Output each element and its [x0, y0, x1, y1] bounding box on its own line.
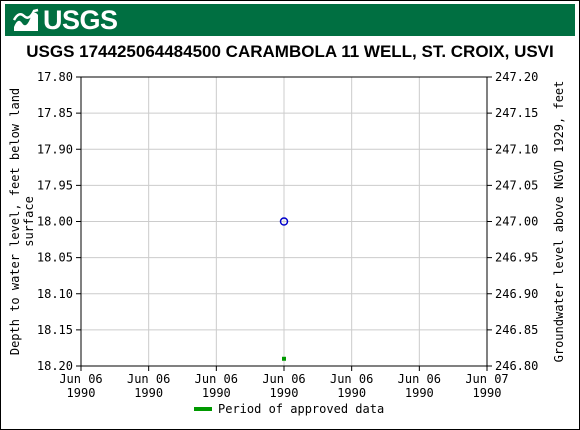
x-tick-label-year: 1990 [67, 386, 96, 400]
x-tick-label-date: Jun 06 [330, 372, 373, 386]
x-tick-label-year: 1990 [405, 386, 434, 400]
x-tick-label-date: Jun 06 [195, 372, 238, 386]
usgs-logo-text: USGS [43, 4, 118, 35]
x-tick-label-date: Jun 07 [465, 372, 508, 386]
y-right-tick-label: 246.95 [495, 251, 538, 265]
y-left-axis-label-line: surface [22, 196, 36, 247]
y-left-axis-label-line: Depth to water level, feet below land [8, 88, 22, 355]
y-left-tick-label: 18.05 [37, 251, 73, 265]
y-left-tick-label: 17.80 [37, 70, 73, 84]
usgs-banner: USGS [5, 4, 575, 36]
x-tick-label-date: Jun 06 [59, 372, 102, 386]
x-tick-label-date: Jun 06 [398, 372, 441, 386]
y-left-tick-label: 17.85 [37, 106, 73, 120]
y-left-tick-label: 17.95 [37, 178, 73, 192]
y-right-tick-label: 247.00 [495, 215, 538, 229]
chart-title: USGS 174425064484500 CARAMBOLA 11 WELL, … [26, 42, 554, 61]
y-right-tick-label: 247.15 [495, 106, 538, 120]
approved-period-mark [282, 356, 286, 361]
usgs-logo: USGS [13, 4, 118, 35]
x-tick-label-year: 1990 [202, 386, 231, 400]
legend-label: Period of approved data [218, 402, 384, 416]
x-tick-label-year: 1990 [473, 386, 502, 400]
y-left-tick-label: 18.15 [37, 323, 73, 337]
y-right-tick-label: 247.10 [495, 142, 538, 156]
plot-border [80, 76, 488, 367]
legend-swatch [194, 407, 212, 411]
y-right-tick-label: 246.90 [495, 287, 538, 301]
x-tick-label-year: 1990 [134, 386, 163, 400]
y-right-tick-label: 247.20 [495, 70, 538, 84]
y-left-tick-label: 18.20 [37, 359, 73, 373]
y-right-axis-label: Groundwater level above NGVD 1929, feet [552, 81, 566, 363]
y-left-axis-label: Depth to water level, feet below landsur… [8, 88, 36, 355]
y-right-tick-label: 246.85 [495, 323, 538, 337]
y-right-tick-label: 246.80 [495, 359, 538, 373]
data-point [279, 217, 289, 226]
x-tick-label-date: Jun 06 [127, 372, 170, 386]
y-left-tick-label: 18.00 [37, 215, 73, 229]
y-right-tick-label: 247.05 [495, 178, 538, 192]
x-tick-label-year: 1990 [337, 386, 366, 400]
x-tick-label-date: Jun 06 [262, 372, 305, 386]
y-left-tick-label: 18.10 [37, 287, 73, 301]
y-left-tick-label: 17.90 [37, 142, 73, 156]
x-tick-label-year: 1990 [270, 386, 299, 400]
usgs-wave-icon [13, 8, 39, 31]
